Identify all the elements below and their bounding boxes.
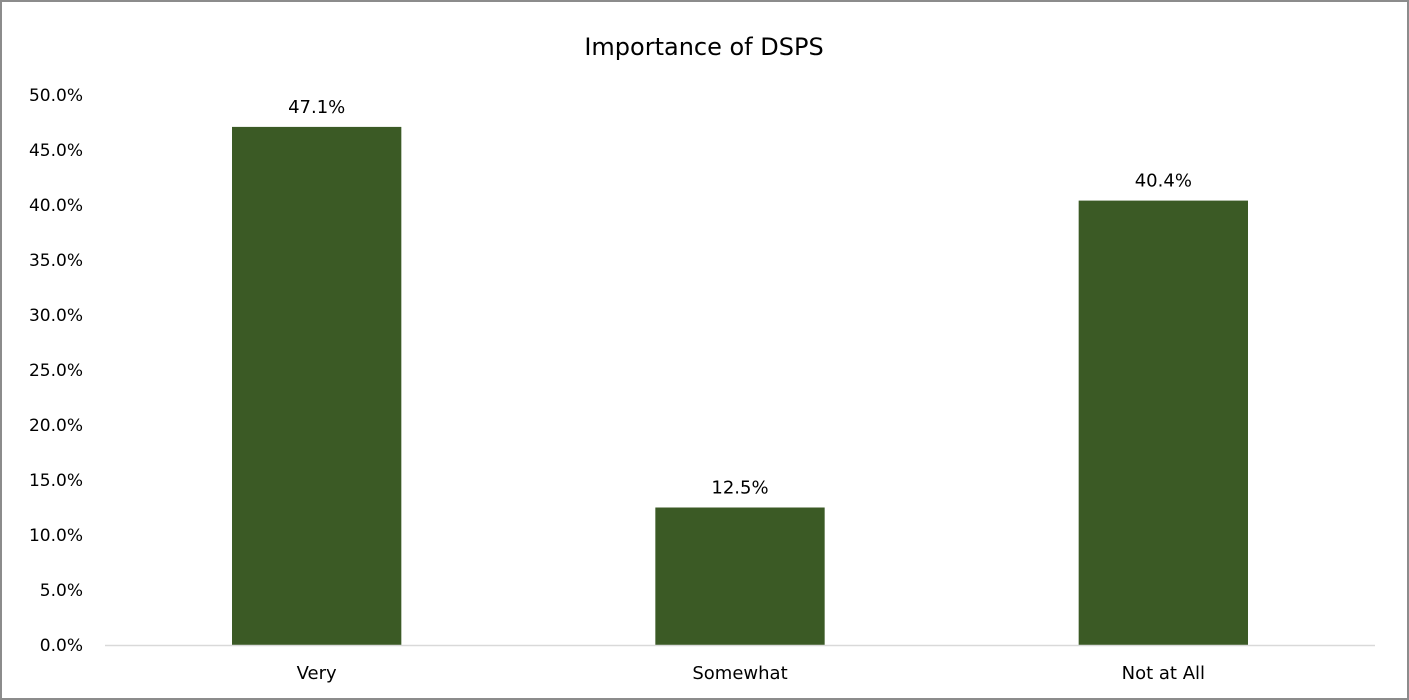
y-tick-label: 45.0%: [29, 141, 83, 161]
y-tick-label: 5.0%: [40, 581, 83, 601]
y-axis-ticks: 0.0% 5.0% 10.0% 15.0% 20.0% 25.0% 30.0% 35.0% 40…: [29, 86, 83, 656]
y-tick-label: 35.0%: [29, 251, 83, 271]
data-label: 12.5%: [711, 478, 768, 499]
x-category-label: Somewhat: [692, 663, 787, 684]
y-tick-label: 50.0%: [29, 86, 83, 106]
bar-2: [1078, 200, 1248, 645]
bar-0: [232, 126, 402, 645]
bar-1: [655, 507, 825, 645]
y-tick-label: 10.0%: [29, 526, 83, 546]
y-tick-label: 25.0%: [29, 361, 83, 381]
data-label: 40.4%: [1135, 171, 1192, 192]
y-tick-label: 0.0%: [40, 636, 83, 656]
y-tick-label: 40.0%: [29, 196, 83, 216]
x-category-label: Very: [297, 663, 337, 684]
x-axis-labels: Very Somewhat Not at All: [297, 663, 1205, 684]
chart-title: Importance of DSPS: [584, 33, 823, 61]
bars: [232, 126, 1248, 645]
data-label: 47.1%: [288, 97, 345, 118]
y-tick-label: 20.0%: [29, 416, 83, 436]
y-tick-label: 15.0%: [29, 471, 83, 491]
x-category-label: Not at All: [1122, 663, 1205, 684]
data-labels: 47.1% 12.5% 40.4%: [288, 97, 1192, 499]
y-tick-label: 30.0%: [29, 306, 83, 326]
